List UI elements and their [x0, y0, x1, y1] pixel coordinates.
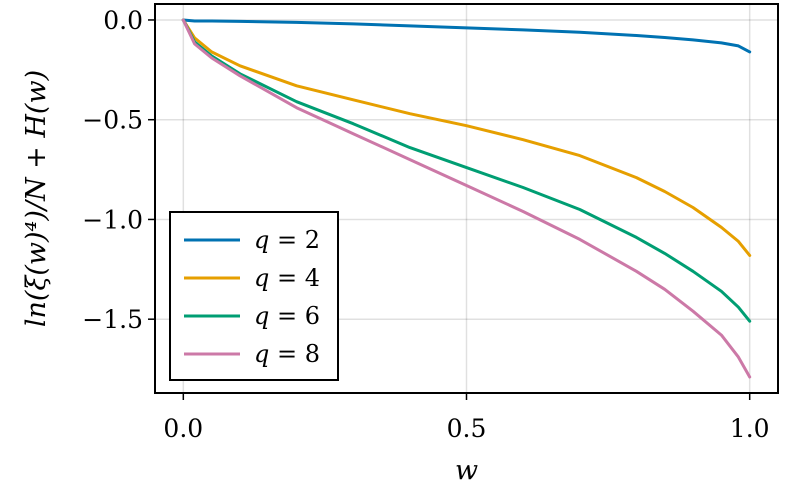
legend-variable: q [254, 302, 269, 330]
series-line-3 [181, 18, 752, 323]
y-tick-label: −1.0 [82, 205, 143, 234]
legend-value: 8 [305, 340, 320, 368]
ticks: 0.0 0.5 1.0 0.0 −0.5 −1.0 −1.5 [82, 6, 769, 443]
y-axis-title: ln(ξ(w)⁴)/N + H(w) [21, 70, 52, 327]
y-tick-label: −1.5 [82, 305, 143, 334]
series-line-4 [181, 18, 752, 379]
legend-label-3: q = 6 [254, 302, 320, 330]
series-group [181, 18, 752, 379]
legend-value: 4 [305, 264, 320, 292]
legend-label-2: q = 4 [254, 264, 320, 292]
x-tick-label: 0.0 [163, 414, 203, 443]
legend-label-4: q = 8 [254, 340, 320, 368]
series-line-1 [181, 18, 752, 54]
y-tick-label: 0.0 [103, 6, 143, 35]
x-tick-label: 0.5 [447, 414, 487, 443]
x-tick-label: 1.0 [730, 414, 770, 443]
legend-label-1: q = 2 [254, 226, 320, 254]
legend-variable: q [254, 226, 269, 254]
series-line-2 [181, 18, 752, 257]
y-axis-title-text: ln(ξ(w)⁴)/N + H(w) [21, 70, 52, 327]
legend-value: 6 [305, 302, 320, 330]
legend-value: 2 [305, 226, 320, 254]
y-tick-label: −0.5 [82, 106, 143, 135]
legend-variable: q [254, 264, 269, 292]
x-axis-title: w [455, 455, 478, 486]
legend-variable: q [254, 340, 269, 368]
legend: q = 2 q = 4 q = 6 q = 8 [169, 211, 339, 381]
